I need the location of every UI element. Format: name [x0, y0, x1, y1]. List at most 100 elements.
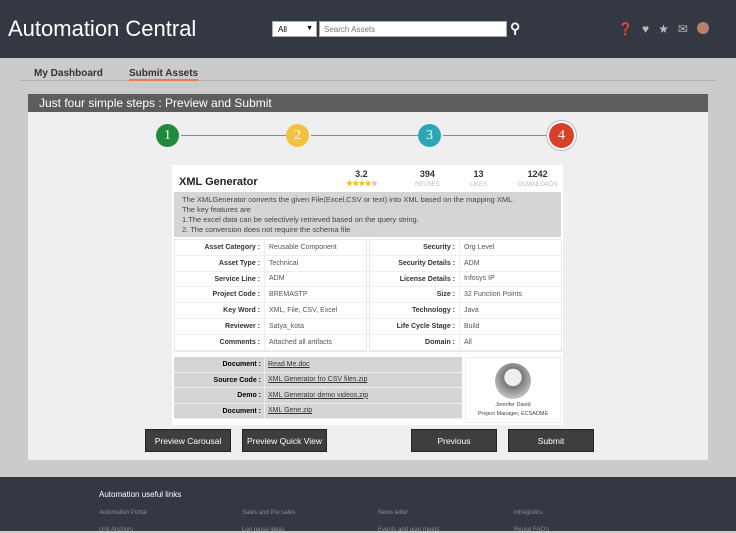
detail-row: Reviewer : Satya_kota — [175, 318, 366, 335]
field-label: Technology : — [370, 303, 460, 318]
footer-link[interactable]: Log reuse ideas — [242, 527, 285, 533]
footer-link[interactable]: Unit Anchors — [99, 527, 134, 533]
footer-link[interactable]: News letter — [378, 510, 409, 516]
likes-value: 13 — [473, 169, 484, 179]
detail-row: Life Cycle Stage : Build — [370, 318, 561, 335]
search-icon[interactable]: ⚲ — [510, 20, 521, 36]
heart-icon[interactable]: ♥ — [641, 22, 650, 36]
field-label: Project Code : — [175, 287, 265, 303]
contact-role: Project Manager, ECSADME — [477, 411, 549, 417]
field-value: ADM — [464, 259, 480, 267]
field-value: ADM — [269, 275, 285, 283]
field-value: XML, File, CSV, Excel — [269, 307, 338, 315]
chevron-down-icon: ▼ — [306, 25, 313, 32]
document-link[interactable]: XML Gene.zip — [268, 407, 313, 415]
previous-button[interactable]: Previous — [411, 429, 497, 452]
top-header: Automation Central All ▼ ⚲ ❓ ♥ ★ ✉ — [0, 0, 736, 58]
document-link[interactable]: XML Generator demo videos.zip — [268, 391, 369, 399]
field-label: Service Line : — [175, 271, 265, 287]
asset-preview-card: XML Generator 3.2 ★★★★★ 394 REUSES 13 LIKES… — [172, 165, 563, 425]
footer-title: Automation useful links — [99, 490, 182, 499]
field-label: Size : — [370, 287, 460, 303]
detail-row: Project Code : BREMASTP — [175, 287, 366, 304]
detail-row: Asset Type : Technical — [175, 255, 366, 272]
field-label: Document : — [174, 357, 265, 372]
footer-link[interactable]: Automation Portal — [99, 510, 147, 516]
reuses-label: REUSES — [415, 182, 440, 188]
contact-photo — [495, 363, 531, 399]
filter-value: All — [278, 25, 287, 34]
tab-submit-assets[interactable]: Submit Assets — [129, 68, 199, 81]
step-connector — [311, 135, 419, 136]
field-label: Domain : — [370, 334, 460, 350]
field-value: BREMASTP — [269, 291, 308, 299]
nav-tabs: My Dashboard Submit Assets — [20, 68, 716, 81]
preview-carousel-button[interactable]: Preview Carousal — [145, 429, 231, 452]
details-right: Security : Org Level Security Details : ADM… — [369, 239, 562, 352]
step-1[interactable]: 1 — [156, 124, 179, 147]
detail-row: Comments : Attached all artifacts — [175, 334, 366, 351]
detail-row: Source Code : XML Generator fro CSV files… — [174, 372, 462, 388]
field-label: Demo : — [174, 388, 265, 403]
detail-row: Domain : All — [370, 334, 561, 351]
step-2[interactable]: 2 — [286, 124, 309, 147]
detail-row: Demo : XML Generator demo videos.zip — [174, 388, 462, 404]
detail-row: Document : Read Me.doc — [174, 357, 462, 373]
asset-description: The XMLGenerator converts the given File… — [174, 192, 561, 237]
star-icon[interactable]: ★ — [658, 22, 669, 36]
step-4[interactable]: 4 — [549, 123, 574, 148]
field-label: License Details : — [370, 271, 460, 287]
detail-row: Security Details : ADM — [370, 255, 561, 272]
rating-value: 3.2 — [355, 169, 368, 179]
mail-icon[interactable]: ✉ — [677, 22, 688, 36]
likes-label: LIKES — [470, 182, 488, 188]
footer-link[interactable]: Sales and Pre sales — [242, 510, 296, 516]
description-line: 2. The conversion does not require the s… — [182, 225, 351, 234]
likes-stat: 13 LIKES — [470, 169, 487, 188]
downloads-label: DOWNLOADS — [518, 182, 558, 188]
details-left: Asset Category : Reusable Component Asset … — [174, 239, 367, 352]
rating: 3.2 ★★★★★ — [346, 169, 378, 188]
detail-row: Technology : Java — [370, 303, 561, 319]
document-link[interactable]: Read Me.doc — [268, 360, 310, 368]
detail-row: Security : Org Level — [370, 240, 561, 256]
description-line: 1.The excel data can be selectively retr… — [182, 215, 419, 224]
document-link[interactable]: XML Generator fro CSV files.zip — [268, 376, 368, 384]
field-label: Life Cycle Stage : — [370, 318, 460, 334]
step-connector — [181, 135, 287, 136]
field-label: Comments : — [175, 334, 265, 350]
field-label: Asset Category : — [175, 240, 265, 255]
documents-list: Document : Read Me.doc Source Code : XML Ge… — [174, 357, 462, 419]
detail-row: Size : 32 Function Points — [370, 287, 561, 304]
asset-name: XML Generator — [179, 176, 258, 188]
detail-row: Document : XML Gene.zip — [174, 403, 462, 419]
wizard-panel: Just four simple steps : Preview and Sub… — [28, 94, 708, 460]
app-title: Automation Central — [8, 16, 197, 41]
contact-card: Jennifer David Project Manager, ECSADME — [465, 357, 561, 423]
submit-button[interactable]: Submit — [508, 429, 594, 452]
help-icon[interactable]: ❓ — [618, 22, 633, 36]
footer-link[interactable]: Infragistics — [514, 510, 543, 516]
field-label: Security : — [370, 240, 460, 255]
downloads-stat: 1242 DOWNLOADS — [518, 169, 557, 188]
footer-link[interactable]: Reuse FAQ's — [514, 527, 550, 533]
field-label: Source Code : — [174, 372, 265, 387]
field-label: Document : — [174, 403, 265, 418]
detail-row: Key Word : XML, File, CSV, Excel — [175, 303, 366, 319]
footer: Automation useful links Automation Porta… — [0, 477, 736, 533]
panel-title: Just four simple steps : Preview and Sub… — [28, 94, 708, 112]
search-input[interactable] — [319, 21, 507, 37]
footer-link[interactable]: Events and user meets — [378, 527, 440, 533]
field-label: Key Word : — [175, 303, 265, 318]
field-value: All — [464, 338, 472, 346]
field-value: Reusable Component — [269, 243, 337, 251]
field-label: Asset Type : — [175, 255, 265, 271]
tab-my-dashboard[interactable]: My Dashboard — [34, 68, 103, 79]
step-3[interactable]: 3 — [418, 124, 441, 147]
description-line: The XMLGenerator converts the given File… — [182, 195, 515, 204]
avatar[interactable] — [696, 22, 709, 34]
preview-quick-view-button[interactable]: Preview Quick View — [242, 429, 327, 452]
detail-row: Asset Category : Reusable Component — [175, 240, 366, 256]
field-value: Satya_kota — [269, 322, 305, 330]
filter-select[interactable]: All ▼ — [272, 21, 317, 37]
